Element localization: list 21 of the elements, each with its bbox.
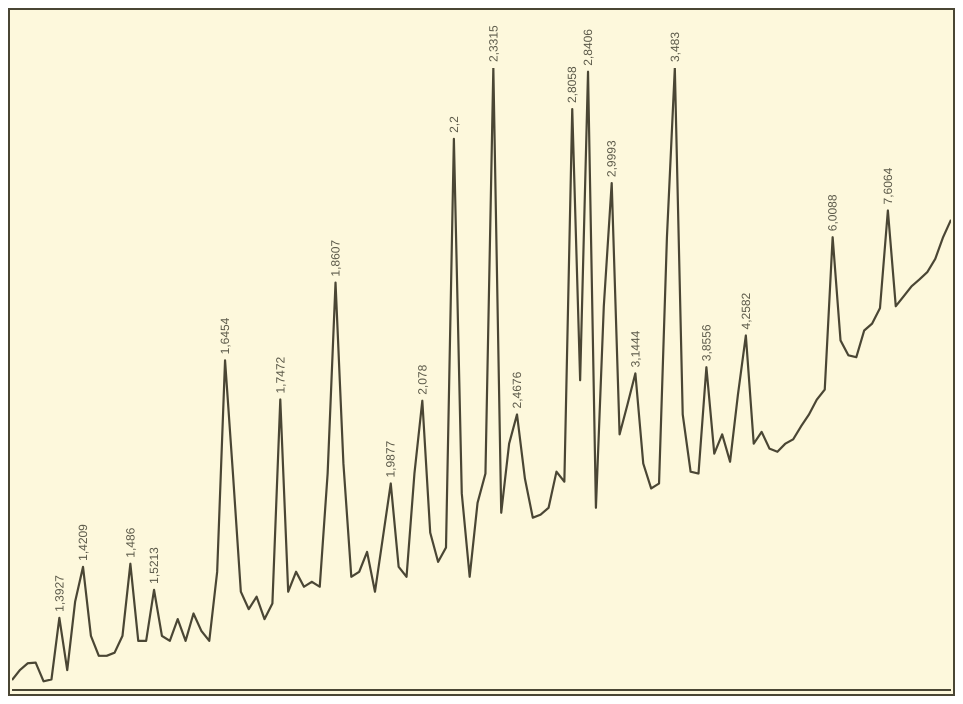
annotation: 1,7472 (273, 356, 288, 394)
annotation: 2,4676 (510, 371, 524, 408)
annotation: 2,3315 (486, 24, 500, 62)
annotation: 4,2582 (738, 292, 753, 330)
annotation: 1,5213 (147, 546, 162, 584)
annotation: 2,078 (415, 364, 430, 395)
annotation: 7,6064 (880, 167, 895, 204)
annotation: 2,9993 (604, 140, 619, 178)
annotation: 2,8406 (581, 28, 596, 66)
annotation: 1,4209 (76, 524, 90, 561)
annotation: 6,0088 (826, 194, 840, 232)
annotation: 2,2 (446, 116, 461, 133)
annotation: 1,486 (123, 527, 138, 558)
annotation: 1,6454 (218, 317, 232, 354)
annotation: 1,3927 (52, 574, 66, 612)
annotation: 3,1444 (628, 330, 642, 368)
annotation: 3,483 (668, 32, 682, 62)
annotation: 2,8058 (565, 66, 580, 104)
annotation: 3,8556 (699, 324, 714, 362)
annotation: 1,9877 (384, 440, 398, 478)
annotation: 1,8607 (328, 240, 343, 277)
